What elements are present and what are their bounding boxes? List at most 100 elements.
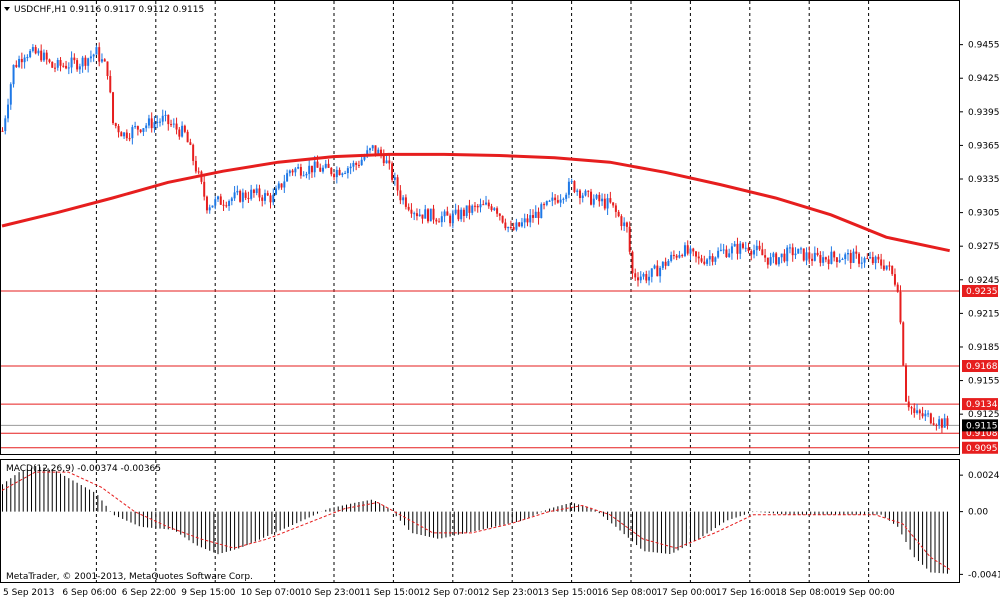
bull-candle-body <box>927 413 930 415</box>
bear-candle-body <box>598 194 601 202</box>
bull-candle-body <box>322 167 325 172</box>
bear-candle-body <box>816 252 819 256</box>
bull-candle-body <box>659 267 662 277</box>
bear-candle-body <box>808 252 811 259</box>
bear-candle-body <box>681 255 684 257</box>
bull-candle-body <box>335 169 338 178</box>
y-tick-label: 0.9425 <box>968 74 1000 84</box>
bear-candle-body <box>835 257 838 263</box>
bull-candle-body <box>570 181 573 183</box>
bull-candle-body <box>87 58 90 66</box>
bull-candle-body <box>451 213 454 224</box>
dropdown-triangle-icon[interactable] <box>4 7 10 11</box>
bear-candle-body <box>291 170 294 173</box>
bull-candle-body <box>534 211 537 218</box>
bull-candle-body <box>413 213 416 215</box>
bull-candle-body <box>255 188 258 193</box>
bull-candle-body <box>639 276 642 281</box>
bull-candle-body <box>208 207 211 211</box>
bull-candle-body <box>683 245 686 256</box>
bear-candle-body <box>410 209 413 214</box>
y-tick-label: 0.9365 <box>968 141 1000 151</box>
bear-candle-body <box>866 258 869 260</box>
bull-candle-body <box>12 64 15 85</box>
bear-candle-body <box>258 188 261 198</box>
bull-candle-body <box>283 181 286 188</box>
bull-candle-body <box>344 173 347 175</box>
bear-candle-body <box>239 190 242 202</box>
bull-candle-body <box>134 126 137 128</box>
bull-candle-body <box>89 56 92 59</box>
bear-candle-body <box>112 92 115 124</box>
bull-candle-body <box>275 188 278 195</box>
bull-candle-body <box>429 208 432 222</box>
bull-candle-body <box>800 248 803 250</box>
bear-candle-body <box>186 131 189 143</box>
bull-candle-body <box>402 197 405 201</box>
bull-candle-body <box>565 194 568 199</box>
bull-candle-body <box>648 276 651 281</box>
bear-candle-body <box>388 160 391 164</box>
bull-candle-body <box>860 262 863 264</box>
bull-candle-body <box>606 198 609 209</box>
bear-candle-body <box>543 204 546 206</box>
bull-candle-body <box>349 166 352 169</box>
bear-candle-body <box>125 132 128 139</box>
bear-candle-body <box>20 58 23 63</box>
bull-candle-body <box>29 50 32 58</box>
bull-candle-body <box>841 259 844 261</box>
bull-candle-body <box>230 198 233 202</box>
y-tick-label: 0.9245 <box>968 276 1000 286</box>
price-layer <box>1 42 959 449</box>
bull-candle-body <box>424 209 427 219</box>
bull-candle-body <box>559 199 562 203</box>
bull-candle-body <box>288 170 291 174</box>
y-tick-label: 0.9395 <box>968 108 1000 118</box>
bull-candle-body <box>418 214 421 217</box>
bull-candle-body <box>515 222 518 230</box>
bull-candle-body <box>689 248 692 254</box>
bull-candle-body <box>805 252 808 261</box>
x-tick-label: 16 Sep 08:00 <box>597 588 657 598</box>
bear-candle-body <box>855 251 858 254</box>
bear-candle-body <box>415 213 418 217</box>
bear-candle-body <box>355 162 358 165</box>
bull-candle-body <box>540 204 543 219</box>
bear-candle-body <box>526 218 529 223</box>
bear-candle-body <box>1 130 4 132</box>
level-tag-label: 0.9134 <box>966 400 998 410</box>
bull-candle-body <box>294 168 297 173</box>
bear-candle-body <box>893 274 896 285</box>
bear-candle-body <box>98 47 101 62</box>
bear-candle-body <box>871 257 874 264</box>
y-tick-label: 0.9155 <box>968 377 1000 387</box>
bear-candle-body <box>109 76 112 93</box>
bear-candle-body <box>824 257 827 260</box>
bull-candle-body <box>4 118 7 131</box>
bear-candle-body <box>631 251 634 274</box>
bear-candle-body <box>587 190 590 192</box>
bull-candle-body <box>164 114 167 116</box>
bear-candle-body <box>664 261 667 266</box>
bull-candle-body <box>18 58 21 67</box>
current-price-label: 0.9115 <box>966 421 998 431</box>
bear-candle-body <box>509 227 512 229</box>
bear-candle-body <box>692 248 695 252</box>
bear-candle-body <box>45 52 48 60</box>
bull-candle-body <box>869 257 872 259</box>
bull-candle-body <box>885 265 888 270</box>
bear-candle-body <box>758 245 761 250</box>
x-tick-label: 10 Sep 07:00 <box>241 588 301 598</box>
bear-candle-body <box>578 190 581 199</box>
bull-candle-body <box>584 190 587 196</box>
bear-candle-body <box>697 256 700 259</box>
bear-candle-body <box>556 200 559 203</box>
bull-candle-body <box>520 222 523 227</box>
bear-candle-body <box>899 291 902 323</box>
bull-candle-body <box>236 190 239 193</box>
bear-candle-body <box>913 408 916 413</box>
bear-candle-body <box>802 248 805 261</box>
current-price-tag <box>962 419 998 432</box>
